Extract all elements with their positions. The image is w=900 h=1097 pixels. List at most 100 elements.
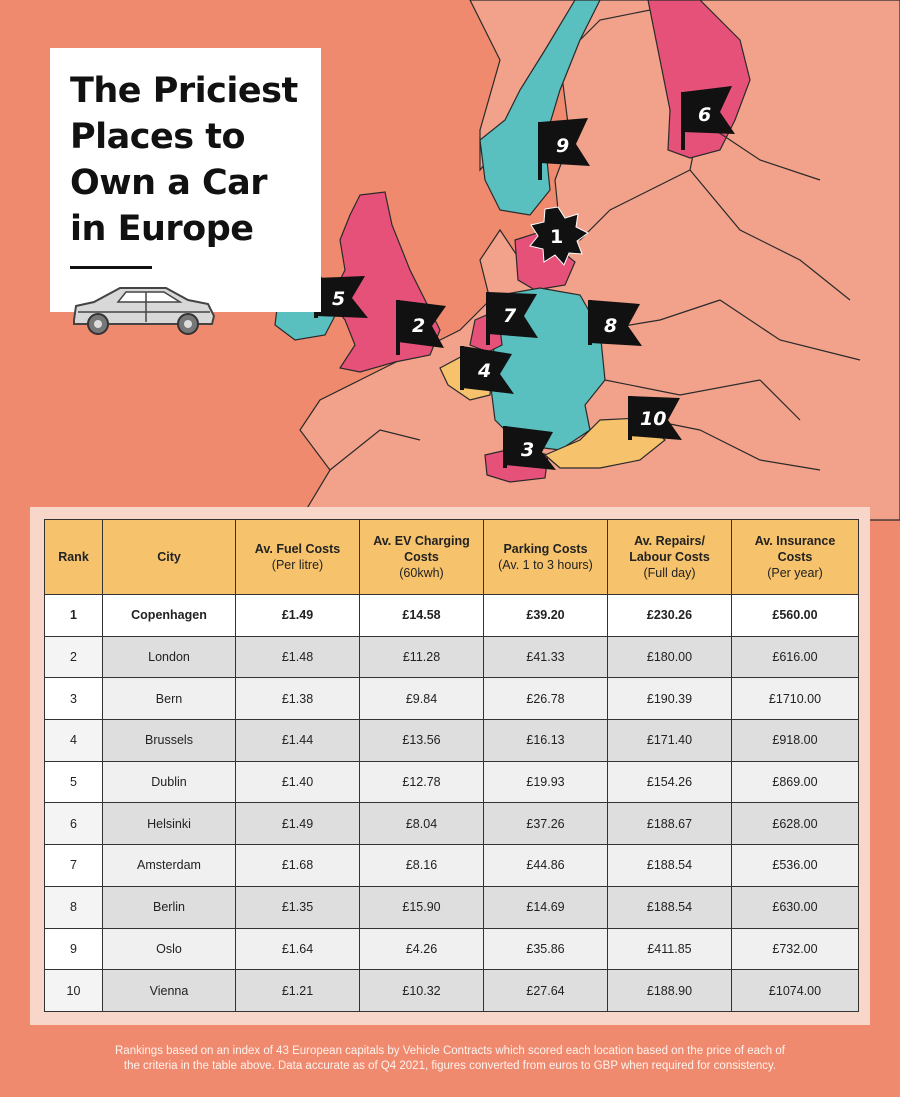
cell-parking: £14.69 xyxy=(483,885,608,929)
footnote: Rankings based on an index of 43 Europea… xyxy=(40,1044,860,1074)
cell-repairs: £411.85 xyxy=(607,927,732,971)
table-row: 2 London £1.48 £11.28 £41.33 £180.00 £616.00 xyxy=(44,635,859,679)
table-row: 9 Oslo £1.64 £4.26 £35.86 £411.85 £732.00 xyxy=(44,927,859,971)
footnote-line-1: Rankings based on an index of 43 Europea… xyxy=(115,1045,785,1057)
flag-3: 3 xyxy=(503,426,556,470)
map-country-finland xyxy=(647,0,751,159)
cell-ev: £14.58 xyxy=(359,594,484,637)
cell-repairs: £188.54 xyxy=(607,844,732,887)
starburst-badge-icon: 1 xyxy=(529,206,589,266)
cell-insurance: £732.00 xyxy=(731,927,859,971)
cell-fuel: £1.49 xyxy=(235,594,360,637)
cell-repairs: £180.00 xyxy=(607,635,732,679)
flag-9: 9 xyxy=(538,118,590,180)
cell-rank: 9 xyxy=(44,927,103,971)
header-repairs: Av. Repairs/ Labour Costs (Full day) xyxy=(607,519,732,595)
flag-label: 2 xyxy=(412,315,425,337)
cell-rank: 1 xyxy=(44,594,103,637)
cell-city: Oslo xyxy=(102,927,236,971)
header-insurance: Av. Insurance Costs (Per year) xyxy=(731,519,859,595)
cell-parking: £16.13 xyxy=(483,719,608,762)
cell-fuel: £1.68 xyxy=(235,844,360,887)
page-title-line-2: Places to xyxy=(70,117,246,157)
cell-ev: £4.26 xyxy=(359,927,484,971)
cell-repairs: £154.26 xyxy=(607,760,732,804)
cell-parking: £35.86 xyxy=(483,927,608,971)
table-panel: Rank City Av. Fuel Costs (Per litre) Av. … xyxy=(30,507,870,1025)
header-ev: Av. EV Charging Costs (60kwh) xyxy=(359,519,484,595)
cell-repairs: £188.54 xyxy=(607,885,732,929)
flag-10: 10 xyxy=(628,396,682,440)
flag-label: 3 xyxy=(521,439,534,461)
table-row: 4 Brussels £1.44 £13.56 £16.13 £171.40 £918.00 xyxy=(44,719,859,762)
map-country-norway xyxy=(479,0,601,216)
header-parking: Parking Costs (Av. 1 to 3 hours) xyxy=(483,519,608,595)
table-row: 5 Dublin £1.40 £12.78 £19.93 £154.26 £869.00 xyxy=(44,760,859,804)
cell-fuel: £1.35 xyxy=(235,885,360,929)
flag-label: 9 xyxy=(556,135,569,157)
cell-ev: £8.04 xyxy=(359,802,484,846)
cell-city: Copenhagen xyxy=(102,594,236,637)
flag-label: 4 xyxy=(477,360,491,382)
cell-city: Bern xyxy=(102,677,236,721)
table-row: 10 Vienna £1.21 £10.32 £27.64 £188.90 £1074.00 xyxy=(44,969,859,1012)
cell-city: Berlin xyxy=(102,885,236,929)
cell-insurance: £918.00 xyxy=(731,719,859,762)
flag-label: 6 xyxy=(698,104,711,126)
cell-parking: £26.78 xyxy=(483,677,608,721)
cell-fuel: £1.49 xyxy=(235,802,360,846)
cell-city: London xyxy=(102,635,236,679)
cell-insurance: £628.00 xyxy=(731,802,859,846)
cell-insurance: £616.00 xyxy=(731,635,859,679)
cell-rank: 10 xyxy=(44,969,103,1012)
title-divider xyxy=(70,266,152,269)
cell-fuel: £1.38 xyxy=(235,677,360,721)
cell-rank: 4 xyxy=(44,719,103,762)
cell-insurance: £560.00 xyxy=(731,594,859,637)
cell-fuel: £1.44 xyxy=(235,719,360,762)
cell-parking: £39.20 xyxy=(483,594,608,637)
cell-fuel: £1.40 xyxy=(235,760,360,804)
flag-6: 6 xyxy=(681,86,735,150)
cell-insurance: £1074.00 xyxy=(731,969,859,1012)
cell-ev: £8.16 xyxy=(359,844,484,887)
cell-parking: £41.33 xyxy=(483,635,608,679)
footnote-line-2: the criteria in the table above. Data ac… xyxy=(123,1060,777,1072)
cell-parking: £44.86 xyxy=(483,844,608,887)
cell-rank: 5 xyxy=(44,760,103,804)
table-row: 3 Bern £1.38 £9.84 £26.78 £190.39 £1710.00 xyxy=(44,677,859,721)
cell-rank: 6 xyxy=(44,802,103,846)
cell-ev: £11.28 xyxy=(359,635,484,679)
cell-parking: £27.64 xyxy=(483,969,608,1012)
cell-rank: 7 xyxy=(44,844,103,887)
flag-label: 7 xyxy=(503,305,517,327)
cell-insurance: £536.00 xyxy=(731,844,859,887)
cell-repairs: £190.39 xyxy=(607,677,732,721)
cell-city: Vienna xyxy=(102,969,236,1012)
cell-ev: £9.84 xyxy=(359,677,484,721)
cell-repairs: £230.26 xyxy=(607,594,732,637)
page-title-line-3: Own a Car xyxy=(70,163,268,203)
cell-ev: £12.78 xyxy=(359,760,484,804)
cost-table: Rank City Av. Fuel Costs (Per litre) Av. … xyxy=(44,519,859,1012)
flag-label: 10 xyxy=(640,408,666,430)
cell-city: Helsinki xyxy=(102,802,236,846)
cell-repairs: £171.40 xyxy=(607,719,732,762)
table-row: 7 Amsterdam £1.68 £8.16 £44.86 £188.54 £536.00 xyxy=(44,844,859,887)
flag-8: 8 xyxy=(588,300,642,346)
cell-rank: 8 xyxy=(44,885,103,929)
flag-label: 1 xyxy=(550,226,563,248)
cell-city: Amsterdam xyxy=(102,844,236,887)
cell-city: Brussels xyxy=(102,719,236,762)
title-card: The Priciest Places to Own a Car in Euro… xyxy=(50,48,321,335)
cell-ev: £13.56 xyxy=(359,719,484,762)
table-row: 1 Copenhagen £1.49 £14.58 £39.20 £230.26 £560.… xyxy=(44,594,859,637)
flag-2: 2 xyxy=(396,300,446,355)
cell-insurance: £1710.00 xyxy=(731,677,859,721)
cell-fuel: £1.64 xyxy=(235,927,360,971)
cell-ev: £10.32 xyxy=(359,969,484,1012)
flag-4: 4 xyxy=(460,346,514,394)
header-rank: Rank xyxy=(44,519,103,595)
cell-rank: 2 xyxy=(44,635,103,679)
cell-fuel: £1.21 xyxy=(235,969,360,1012)
